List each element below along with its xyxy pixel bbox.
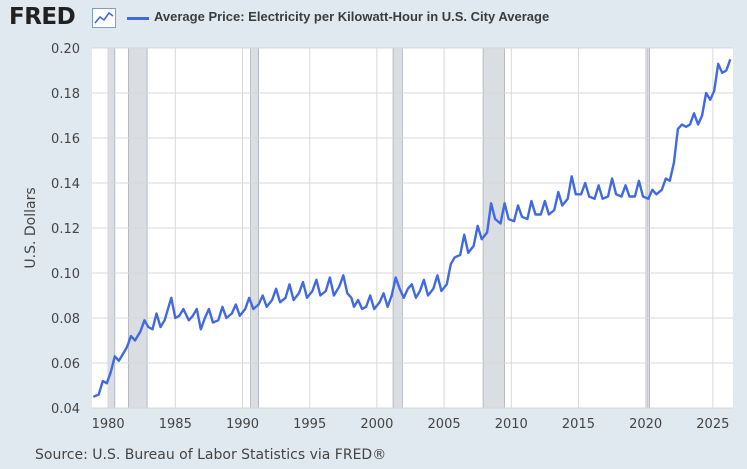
y-tick-label: 0.20 — [51, 42, 80, 57]
y-tick-label: 0.16 — [51, 132, 80, 147]
y-tick-label: 0.10 — [51, 267, 80, 282]
x-tick-label: 2020 — [629, 417, 662, 432]
chart-header: FRED Average Price: Electricity per Kilo… — [0, 0, 747, 36]
x-tick-label: 1995 — [293, 417, 326, 432]
source-text: Source: U.S. Bureau of Labor Statistics … — [35, 447, 387, 463]
chart-line-icon — [92, 8, 116, 28]
x-axis-ticks: 1980 1985 1990 1995 2000 2005 2010 2015 2020 2025 — [92, 417, 730, 432]
series-title[interactable]: Average Price: Electricity per Kilowatt-… — [154, 9, 550, 24]
x-tick-label: 2010 — [495, 417, 528, 432]
x-tick-label: 1985 — [159, 417, 192, 432]
line-chart: 0.04 0.06 0.08 0.10 0.12 0.14 0.16 0.18 0.20 198… — [23, 42, 733, 432]
y-tick-label: 0.12 — [51, 222, 80, 237]
y-tick-label: 0.06 — [51, 357, 80, 372]
x-tick-label: 2025 — [696, 417, 729, 432]
y-tick-label: 0.14 — [51, 177, 80, 192]
y-tick-label: 0.08 — [51, 312, 80, 327]
x-tick-label: 2015 — [562, 417, 595, 432]
x-tick-label: 1990 — [226, 417, 259, 432]
y-tick-label: 0.04 — [51, 402, 80, 417]
x-tick-label: 2000 — [360, 417, 393, 432]
series-line[interactable] — [92, 58, 732, 398]
legend-swatch — [127, 17, 149, 20]
fred-logo[interactable]: FRED — [9, 4, 76, 30]
y-tick-label: 0.18 — [51, 87, 80, 102]
x-tick-label: 2005 — [428, 417, 461, 432]
series-layer — [92, 58, 732, 398]
y-axis-label: U.S. Dollars — [23, 187, 39, 268]
x-tick-label: 1980 — [92, 417, 125, 432]
y-axis-ticks: 0.04 0.06 0.08 0.10 0.12 0.14 0.16 0.18 0.20 — [51, 42, 80, 417]
grid-lines — [92, 47, 733, 409]
